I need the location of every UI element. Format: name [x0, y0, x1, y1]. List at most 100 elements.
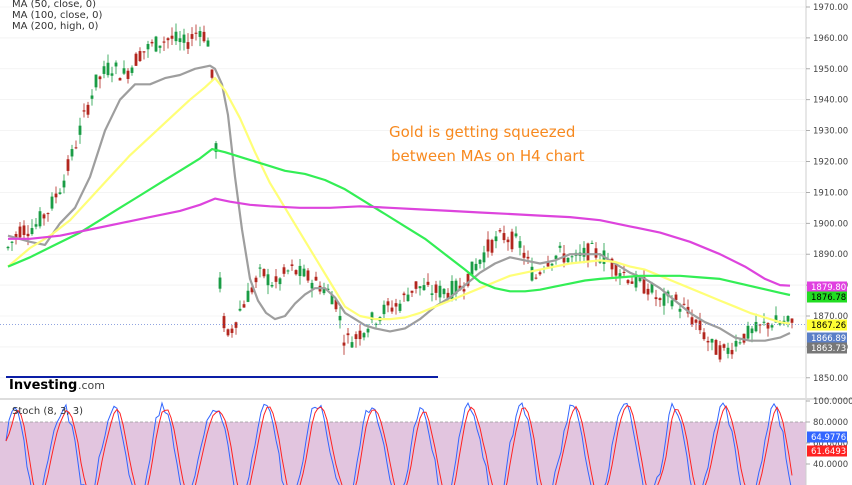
candle-body	[18, 226, 22, 238]
candle-body	[422, 285, 426, 291]
candle-body	[158, 45, 162, 48]
candle-body	[486, 239, 490, 252]
legend-ma-100: MA (100, close, 0)	[12, 10, 102, 21]
stoch-tag-bg	[807, 431, 847, 443]
candle-body	[102, 66, 106, 74]
candle-body	[54, 193, 58, 198]
candle-body	[618, 273, 622, 277]
candle-body	[282, 267, 286, 274]
candle-body	[170, 35, 174, 39]
candle-body	[706, 340, 710, 343]
candle-body	[14, 234, 18, 238]
candle-body	[510, 231, 514, 250]
stoch-d-line	[5, 404, 793, 485]
candle-body	[634, 274, 638, 288]
candle-body	[738, 342, 742, 344]
stoch-lines	[5, 401, 793, 485]
candle-body	[306, 270, 310, 281]
candle-body	[714, 340, 718, 355]
candle-body	[334, 299, 338, 310]
candle-body	[42, 214, 46, 219]
candle-body	[350, 342, 354, 348]
stoch-tick-label: 60.0000	[813, 439, 848, 449]
candle-body	[766, 323, 770, 329]
candle-body	[190, 34, 194, 39]
candle-body	[358, 330, 362, 340]
stoch-k-line	[5, 401, 792, 485]
candle-body	[106, 62, 110, 76]
candle-body	[530, 266, 534, 281]
candle-body	[626, 280, 630, 284]
stoch-band	[0, 422, 806, 485]
candle-body	[246, 290, 250, 302]
candle-body	[162, 41, 166, 43]
price-tag-bg	[807, 281, 847, 293]
candle-body	[406, 294, 410, 302]
ma-line-ma-100-close-0-	[7, 77, 791, 325]
candle-body	[86, 104, 90, 115]
price-tick-label: 1950.00	[813, 65, 848, 75]
candle-body	[770, 325, 774, 328]
investing-logo: Investing .com	[9, 378, 105, 393]
candle-body	[582, 247, 586, 257]
candle-body	[454, 280, 458, 294]
candle-body	[198, 31, 202, 37]
candle-body	[610, 258, 614, 270]
candle-body	[462, 289, 466, 292]
candle-body	[130, 67, 134, 73]
candle-body	[286, 270, 290, 272]
price-tick-label: 1850.00	[813, 374, 848, 384]
candle-body	[366, 328, 370, 333]
stoch-tick-label: 100.0000	[813, 397, 852, 407]
candle-body	[278, 278, 282, 285]
price-tick-label: 1870.00	[813, 312, 848, 322]
candle-body	[514, 233, 518, 237]
logo-domain: .com	[78, 379, 105, 392]
candle-body	[466, 273, 470, 286]
candle-body	[166, 38, 170, 41]
stoch-tag-bg	[807, 445, 847, 457]
candle-body	[570, 256, 574, 258]
price-panel: 1970.00 1960.00 1950.00 1940.00 1930.00 1920.…	[0, 0, 848, 398]
candle-body	[394, 303, 398, 307]
candle-body	[250, 287, 254, 293]
ma-line-ma-200-high-0-	[7, 148, 791, 297]
candle-body	[786, 315, 790, 322]
candle-body	[494, 236, 498, 242]
moving-averages	[7, 64, 791, 342]
candle-body	[382, 304, 386, 315]
candle-body	[314, 276, 318, 281]
candle-body	[474, 263, 478, 271]
candle-body	[174, 31, 178, 42]
legend-ma-50: MA (50, close, 0)	[12, 0, 96, 10]
candle-body	[614, 263, 618, 276]
candle-body	[402, 293, 406, 296]
candle-body	[98, 76, 102, 80]
candle-body	[414, 281, 418, 289]
candle-body	[290, 264, 294, 266]
price-tag-label: 1866.89	[811, 334, 846, 344]
candle-body	[390, 307, 394, 312]
candle-body	[154, 36, 158, 52]
candle-body	[298, 265, 302, 277]
annotation-line-1: Gold is getting squeezed	[389, 123, 575, 141]
candle-body	[470, 261, 474, 275]
price-tag-label: 1876.78	[811, 293, 846, 303]
candle-body	[326, 288, 330, 291]
candle-body	[590, 242, 594, 244]
candle-body	[134, 53, 138, 66]
candle-body	[482, 252, 486, 263]
candle-body	[434, 284, 438, 293]
candle-body	[710, 338, 714, 343]
candle-body	[450, 280, 454, 300]
candle-body	[694, 319, 698, 323]
stoch-panel: 100.0000 80.0000 60.0000 40.0000 64.9776 61.…	[0, 397, 852, 485]
candle-body	[650, 283, 654, 293]
candle-body	[502, 233, 506, 241]
candle-body	[754, 321, 758, 332]
candle-body	[338, 315, 342, 321]
candle-body	[622, 271, 626, 273]
candle-body	[670, 300, 674, 307]
